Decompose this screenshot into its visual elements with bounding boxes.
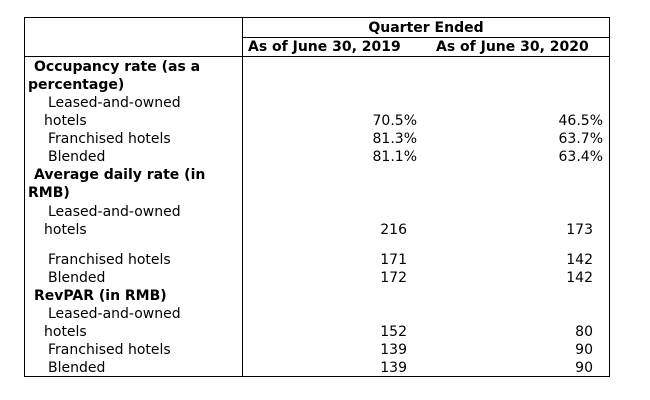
value-2020: 80 xyxy=(575,324,593,340)
value-2019: 216 xyxy=(380,222,407,238)
row-label: Leased-and-owned xyxy=(48,306,181,322)
value-2019: 171 xyxy=(380,252,407,268)
row-label: hotels xyxy=(44,113,87,129)
value-2019: 139 xyxy=(380,360,407,376)
column-divider xyxy=(242,17,243,377)
value-2020: 90 xyxy=(575,360,593,376)
value-2020: 90 xyxy=(575,342,593,358)
section-title: percentage) xyxy=(28,77,125,93)
value-2019: 152 xyxy=(380,324,407,340)
value-2020: 142 xyxy=(566,252,593,268)
metrics-table xyxy=(24,17,610,377)
value-2019: 139 xyxy=(380,342,407,358)
header-divider-upper xyxy=(242,37,610,38)
value-2020: 63.4% xyxy=(558,149,603,165)
row-label: hotels xyxy=(44,222,87,238)
row-label: Blended xyxy=(48,360,106,376)
value-2020: 173 xyxy=(566,222,593,238)
value-2020: 142 xyxy=(566,270,593,286)
section-title: Occupancy rate (as a xyxy=(34,59,201,75)
header-quarter-ended: Quarter Ended xyxy=(368,20,484,36)
row-label: Franchised hotels xyxy=(48,342,171,358)
row-label: Franchised hotels xyxy=(48,131,171,147)
row-label: Leased-and-owned xyxy=(48,204,181,220)
value-2019: 70.5% xyxy=(372,113,417,129)
header-col-2020: As of June 30, 2020 xyxy=(436,39,589,55)
row-label: Blended xyxy=(48,270,106,286)
row-label: Franchised hotels xyxy=(48,252,171,268)
header-divider-lower xyxy=(24,56,610,57)
section-title: RMB) xyxy=(28,185,70,201)
value-2019: 172 xyxy=(380,270,407,286)
value-2019: 81.3% xyxy=(372,131,417,147)
value-2019: 81.1% xyxy=(372,149,417,165)
row-label: hotels xyxy=(44,324,87,340)
row-label: Leased-and-owned xyxy=(48,95,181,111)
section-title: RevPAR (in RMB) xyxy=(34,288,167,304)
value-2020: 63.7% xyxy=(558,131,603,147)
row-label: Blended xyxy=(48,149,106,165)
header-col-2019: As of June 30, 2019 xyxy=(248,39,401,55)
section-title: Average daily rate (in xyxy=(34,167,206,183)
value-2020: 46.5% xyxy=(558,113,603,129)
